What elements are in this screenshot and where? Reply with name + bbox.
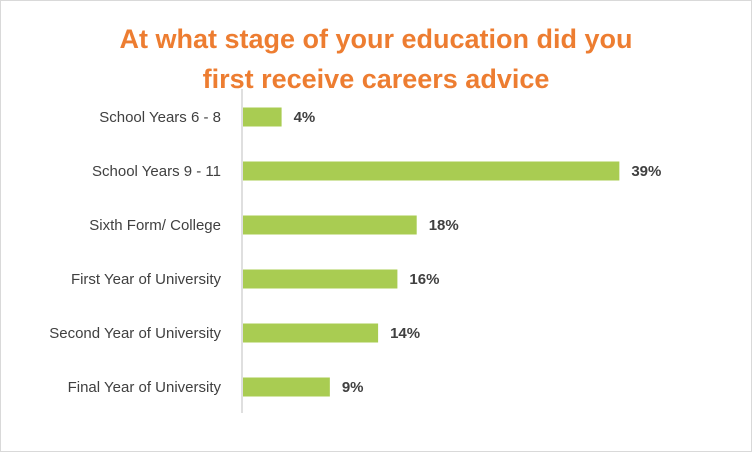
category-label: School Years 6 - 8 — [99, 109, 221, 126]
bar — [243, 323, 379, 343]
bar — [243, 215, 417, 235]
data-label: 14% — [390, 325, 420, 342]
category-label: First Year of University — [71, 271, 222, 288]
bar — [243, 377, 330, 397]
category-label: School Years 9 - 11 — [92, 163, 221, 180]
bar — [243, 161, 620, 181]
category-label: Second Year of University — [49, 325, 221, 342]
data-label: 16% — [409, 271, 439, 288]
category-label: Final Year of University — [68, 379, 222, 396]
chart-title: At what stage of your education did you … — [1, 19, 751, 99]
bar — [243, 107, 282, 127]
data-label: 18% — [429, 217, 459, 234]
data-label: 9% — [342, 379, 364, 396]
chart-title-line-2: first receive careers advice — [202, 64, 550, 94]
data-label: 4% — [294, 109, 316, 126]
data-label: 39% — [631, 163, 661, 180]
category-label: Sixth Form/ College — [89, 217, 221, 234]
chart-title-line-1: At what stage of your education did you — [119, 24, 633, 54]
bar — [243, 269, 398, 289]
